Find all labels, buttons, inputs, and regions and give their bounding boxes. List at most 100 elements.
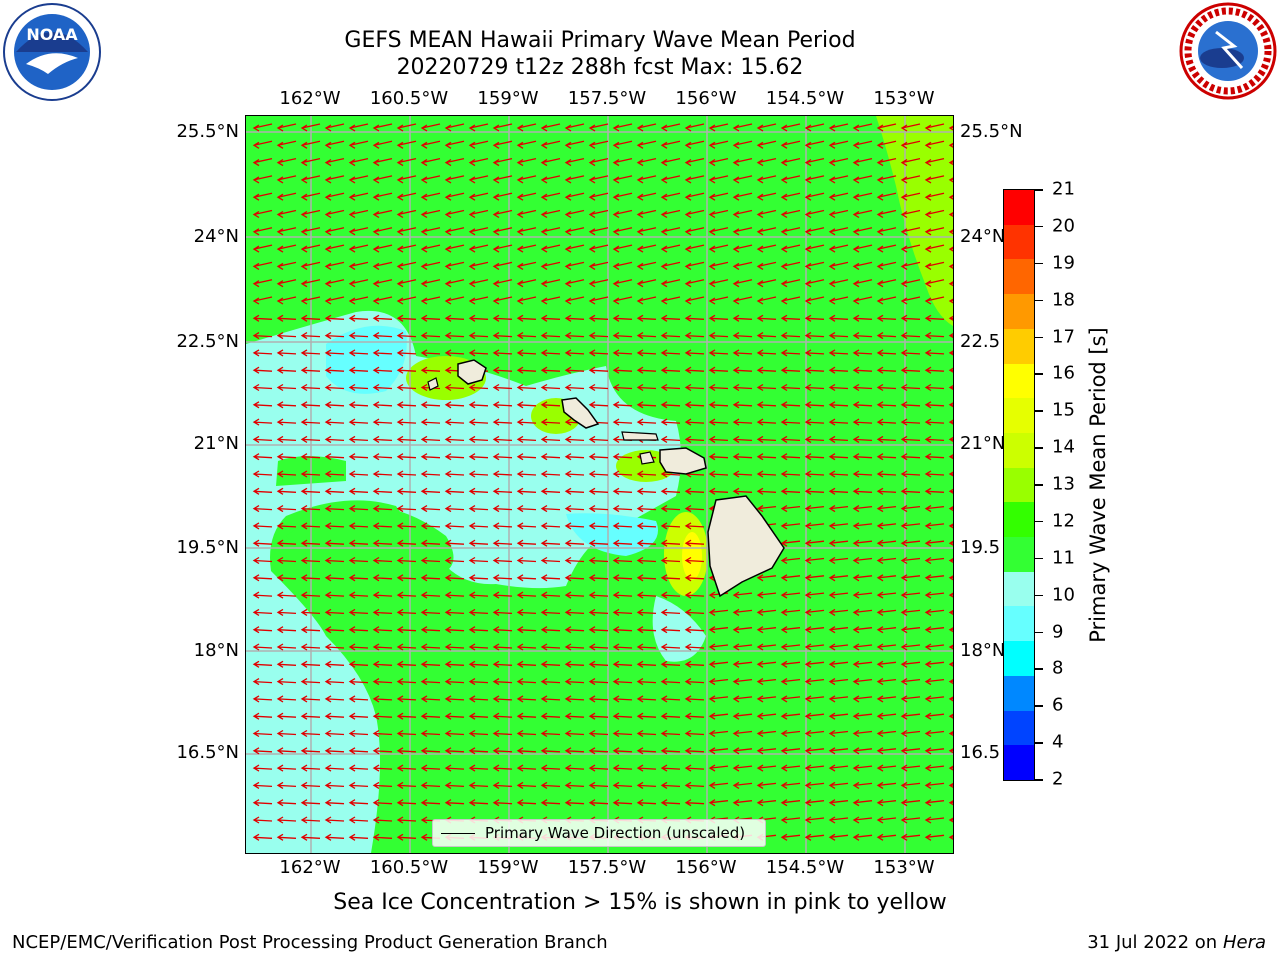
wave-arrow	[828, 574, 849, 582]
wave-arrow	[924, 833, 945, 841]
wave-arrow	[468, 712, 489, 720]
wave-arrow	[444, 487, 465, 495]
wave-arrow	[300, 781, 321, 789]
wave-arrow	[732, 349, 753, 357]
wave-arrow	[540, 383, 561, 392]
wave-arrow	[348, 261, 369, 270]
wave-arrow	[828, 556, 849, 565]
wave-arrow	[420, 175, 441, 184]
wave-arrow	[300, 539, 321, 547]
wave-arrow	[324, 781, 345, 789]
wave-arrow	[588, 799, 609, 807]
colorbar-segment	[1004, 502, 1034, 538]
wave-arrow	[732, 332, 753, 340]
colorbar-tick-label: 20	[1052, 215, 1075, 237]
wave-arrow	[372, 608, 393, 616]
lat-label-left: 16.5°N	[176, 742, 239, 763]
wave-arrow	[948, 506, 953, 512]
wave-arrow	[324, 192, 345, 201]
wave-arrow	[516, 574, 537, 582]
wave-arrow	[924, 296, 945, 305]
wave-arrow	[852, 349, 873, 357]
wave-arrow	[852, 332, 873, 340]
wave-arrow	[636, 383, 657, 392]
wave-arrow	[612, 296, 633, 305]
wave-arrow	[612, 799, 633, 807]
wave-arrow	[300, 366, 321, 374]
wave-arrow	[612, 314, 633, 322]
wave-arrow	[708, 712, 729, 720]
wave-arrow	[852, 418, 873, 426]
wave-arrow	[804, 505, 825, 513]
wave-arrow	[708, 643, 729, 651]
wave-arrow	[564, 522, 585, 530]
wave-arrow	[804, 712, 825, 720]
wave-arrow	[660, 505, 681, 513]
wave-arrow	[300, 470, 321, 478]
lon-label-top: 154.5°W	[765, 88, 845, 109]
wave-arrow	[516, 279, 537, 288]
wave-arrow	[660, 366, 681, 374]
lon-label-top: 157.5°W	[567, 88, 647, 109]
wave-arrow	[492, 209, 513, 219]
wave-arrow	[684, 244, 705, 253]
wave-arrow	[348, 695, 369, 703]
wave-arrow	[252, 487, 273, 495]
wave-arrow	[612, 505, 633, 513]
wave-arrow	[900, 643, 921, 651]
wave-arrow	[444, 695, 465, 703]
colorbar-segment	[1004, 190, 1034, 225]
wave-arrow	[612, 175, 633, 184]
wave-arrow	[900, 816, 921, 824]
wave-arrow	[372, 781, 393, 789]
wave-arrow	[516, 505, 537, 513]
wave-arrow	[396, 366, 417, 374]
legend-line-swatch	[441, 832, 475, 834]
wave-arrow	[324, 608, 345, 616]
wave-arrow	[756, 799, 777, 807]
wave-arrow	[372, 435, 393, 443]
wave-arrow	[300, 261, 321, 270]
wave-arrow	[804, 729, 825, 738]
lon-label-top: 156°W	[675, 88, 737, 109]
wave-arrow	[348, 209, 369, 219]
wave-arrow	[948, 436, 953, 442]
wave-arrow	[516, 747, 537, 755]
wave-arrow	[396, 157, 417, 167]
wave-arrow	[252, 539, 273, 547]
wave-arrow	[636, 487, 657, 495]
wave-arrow	[492, 366, 513, 374]
wave-arrow	[324, 574, 345, 582]
island-molokai	[621, 431, 659, 441]
wave-arrow	[252, 574, 273, 582]
wave-arrow	[756, 366, 777, 374]
wave-arrow	[564, 747, 585, 755]
wave-arrow	[540, 192, 561, 201]
wave-arrow	[396, 175, 417, 184]
wave-arrow	[348, 418, 369, 426]
wave-arrow	[468, 296, 489, 305]
wave-arrow	[324, 747, 345, 755]
wave-arrow	[780, 487, 801, 495]
wave-arrow	[588, 209, 609, 219]
wave-arrow	[324, 383, 345, 392]
colorbar-tick-mark	[1035, 557, 1043, 560]
wave-arrow	[612, 608, 633, 616]
wave-arrow	[396, 123, 417, 132]
wave-arrow	[444, 332, 465, 340]
wave-arrow	[492, 244, 513, 253]
wave-arrow	[300, 556, 321, 565]
wave-arrow	[636, 332, 657, 340]
wave-arrow	[588, 332, 609, 340]
wave-arrow	[468, 747, 489, 755]
wave-arrow	[948, 696, 953, 702]
wave-arrow	[420, 678, 441, 686]
wave-arrow	[324, 729, 345, 738]
wave-arrow	[396, 487, 417, 495]
wave-arrow	[708, 349, 729, 357]
wave-arrow	[636, 227, 657, 236]
wave-arrow	[924, 643, 945, 651]
wave-arrow	[276, 383, 297, 392]
wave-arrow	[828, 695, 849, 703]
wave-arrow	[636, 747, 657, 755]
